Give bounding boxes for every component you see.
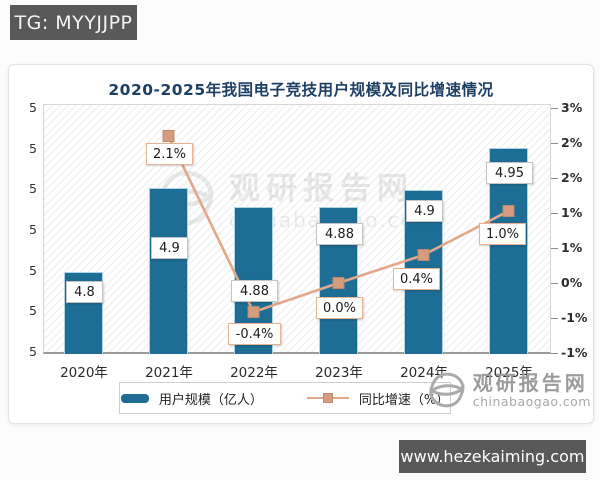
right-axis-tick: [551, 353, 558, 354]
left-axis-label: 5: [29, 303, 37, 318]
line-value-label: -0.4%: [228, 323, 281, 345]
bar-value-label: 4.95: [486, 162, 533, 184]
x-axis-label: 2020年: [60, 365, 108, 381]
right-axis-tick: [551, 283, 558, 284]
brand-logo-icon: [429, 372, 465, 408]
right-axis-tick: [551, 178, 558, 179]
right-axis-tick: [551, 248, 558, 249]
bar-value-label: 4.9: [151, 237, 188, 259]
left-axis-label: 5: [29, 222, 37, 237]
left-axis-label: 5: [29, 181, 37, 196]
footer-link-text: www.hezekaiming.com: [400, 447, 585, 466]
left-axis-label: 5: [29, 100, 37, 115]
right-axis-label: 2%: [561, 135, 583, 150]
x-axis-label: 2025年: [485, 365, 533, 381]
right-axis-label: 1%: [561, 240, 583, 255]
bar-2021: [149, 188, 188, 354]
bar-value-label: 4.8: [66, 281, 103, 303]
right-axis-label: -1%: [561, 310, 588, 325]
right-axis-label: -1%: [561, 345, 588, 360]
bar-value-label: 4.9: [406, 200, 443, 222]
right-axis-label: 2%: [561, 170, 583, 185]
chart-card: 2020-2025年我国电子竞技用户规模及同比增速情况 观研报告网 chinab…: [8, 64, 594, 424]
tg-badge-text: TG: MYYJJPP: [14, 11, 133, 34]
line-value-label: 1.0%: [479, 223, 526, 245]
right-axis-label: 0%: [561, 275, 583, 290]
right-axis-tick: [551, 108, 558, 109]
x-axis-label: 2023年: [315, 365, 363, 381]
left-axis-label: 5: [29, 263, 37, 278]
line-value-label: 0.0%: [316, 297, 363, 319]
legend-line-swatch: [306, 393, 349, 403]
bar-value-label: 4.88: [316, 223, 363, 245]
brand-watermark-site: chinabaogao.com: [472, 393, 591, 409]
line-value-label: 0.4%: [393, 268, 440, 290]
left-axis-label: 5: [29, 141, 37, 156]
left-axis-label: 5: [29, 344, 37, 359]
brand-watermark-name: 观研报告网: [472, 370, 588, 395]
chart-legend: 用户规模（亿人） 同比增速（%）: [119, 382, 451, 414]
legend-bar-swatch: [120, 393, 149, 403]
right-axis-tick: [551, 318, 558, 319]
right-axis-label: 3%: [561, 100, 583, 115]
legend-bar-label: 用户规模（亿人）: [158, 392, 263, 408]
bar-value-label: 4.88: [231, 280, 278, 302]
line-value-label: 2.1%: [146, 143, 193, 165]
tg-badge: TG: MYYJJPP: [10, 5, 137, 40]
right-axis-tick: [551, 213, 558, 214]
right-axis-label: 1%: [561, 205, 583, 220]
legend-line-label: 同比增速（%）: [358, 392, 450, 408]
plot-area: [43, 104, 551, 354]
right-axis-tick: [551, 143, 558, 144]
chart-title: 2020-2025年我国电子竞技用户规模及同比增速情况: [108, 81, 494, 99]
legend-line-marker: [322, 393, 333, 403]
x-axis-label: 2022年: [230, 365, 278, 381]
footer-link-bar: www.hezekaiming.com: [399, 440, 586, 473]
x-axis-label: 2021年: [145, 365, 193, 381]
brand-watermark: 观研报告网 chinabaogao.com: [427, 370, 591, 410]
